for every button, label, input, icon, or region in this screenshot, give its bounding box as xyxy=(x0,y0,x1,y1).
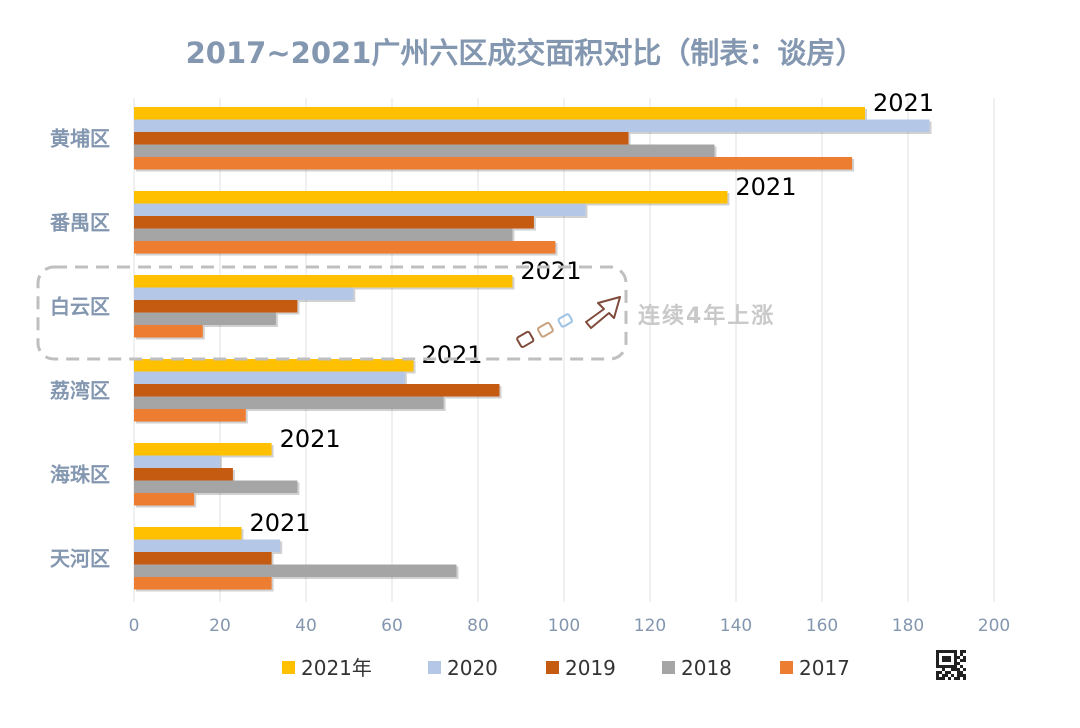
bar xyxy=(134,191,728,204)
bar xyxy=(134,384,500,397)
category-label: 黄埔区 xyxy=(50,126,110,150)
data-label: 2021 xyxy=(520,257,581,285)
bar xyxy=(134,577,272,590)
legend-label: 2020 xyxy=(447,656,498,680)
bar xyxy=(134,359,414,372)
data-label: 2021 xyxy=(735,173,796,201)
legend-swatch xyxy=(282,661,295,674)
bar xyxy=(134,119,930,132)
chart-title: 2017~2021广州六区成交面积对比（制表：谈房） xyxy=(186,36,865,70)
bar xyxy=(134,371,405,384)
bar xyxy=(134,527,242,540)
legend-label: 2017 xyxy=(799,656,850,680)
bar xyxy=(134,287,354,300)
bar xyxy=(134,107,865,120)
category-label: 白云区 xyxy=(50,294,110,318)
legend-swatch xyxy=(546,661,559,674)
data-label: 2021 xyxy=(422,341,483,369)
data-label: 2021 xyxy=(280,425,341,453)
bar xyxy=(134,552,272,565)
bar xyxy=(134,396,444,409)
bar xyxy=(134,564,457,577)
bar xyxy=(134,325,203,338)
legend-item: 2020 xyxy=(428,656,498,680)
x-tick-label: 160 xyxy=(806,616,838,636)
legend-item: 2017 xyxy=(780,656,850,680)
x-tick-label: 120 xyxy=(634,616,666,636)
bar xyxy=(134,216,534,229)
bar xyxy=(134,157,853,170)
bar xyxy=(134,409,246,422)
bar xyxy=(134,443,272,456)
x-tick-label: 100 xyxy=(548,616,580,636)
x-tick-label: 20 xyxy=(209,616,231,636)
x-tick-label: 80 xyxy=(467,616,489,636)
category-label: 荔湾区 xyxy=(50,378,110,402)
x-tick-label: 0 xyxy=(129,616,140,636)
bar xyxy=(134,228,513,241)
highlight-box xyxy=(36,265,628,361)
bar xyxy=(134,241,556,254)
bar xyxy=(134,300,298,313)
x-tick-label: 140 xyxy=(720,616,752,636)
bar xyxy=(134,132,629,145)
bar xyxy=(134,468,233,481)
bar xyxy=(134,312,276,325)
bar xyxy=(134,480,298,493)
x-tick-label: 40 xyxy=(295,616,317,636)
legend-item: 2018 xyxy=(662,656,732,680)
data-label: 2021 xyxy=(873,89,934,117)
x-tick-label: 60 xyxy=(381,616,403,636)
bar xyxy=(134,275,513,288)
bar xyxy=(134,144,715,157)
legend-swatch xyxy=(428,661,441,674)
category-label: 海珠区 xyxy=(50,462,110,486)
category-label: 番禺区 xyxy=(49,210,110,234)
data-label: 2021 xyxy=(250,509,311,537)
legend-item: 2021年 xyxy=(282,656,372,680)
bar xyxy=(134,455,220,468)
legend-label: 2018 xyxy=(681,656,732,680)
legend-swatch xyxy=(662,661,675,674)
bar xyxy=(134,203,586,216)
qr-code-icon xyxy=(936,650,966,680)
x-tick-label: 200 xyxy=(978,616,1010,636)
annotation-text: 连续4年上涨 xyxy=(638,303,775,329)
bar xyxy=(134,539,281,552)
rising-arrow-icon xyxy=(516,296,621,348)
legend-item: 2019 xyxy=(546,656,616,680)
legend-label: 2019 xyxy=(565,656,616,680)
bar xyxy=(134,493,195,506)
legend-swatch xyxy=(780,661,793,674)
legend-label: 2021年 xyxy=(301,656,372,680)
category-label: 天河区 xyxy=(50,546,110,570)
x-tick-label: 180 xyxy=(892,616,924,636)
